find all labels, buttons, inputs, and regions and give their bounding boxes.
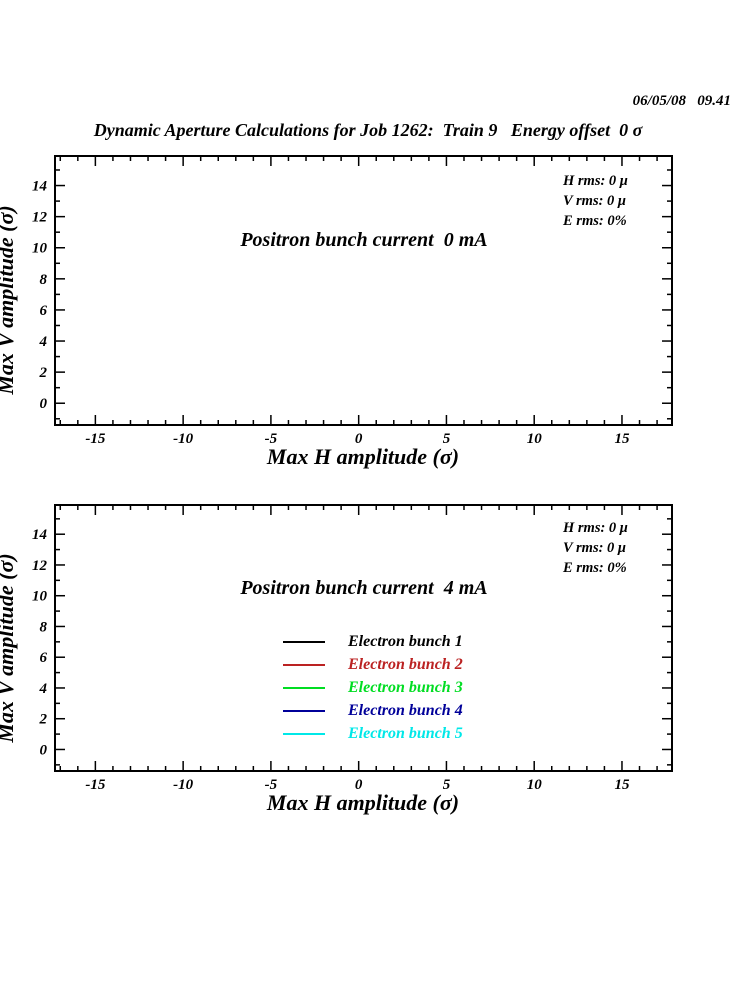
bunch-current-annotation-bottom: Positron bunch current 4 mA — [240, 577, 488, 599]
y-tick-label: 2 — [39, 365, 48, 381]
legend-line-swatch — [283, 709, 325, 712]
x-tick-label: -10 — [173, 777, 193, 793]
x-tick-label: 0 — [355, 431, 363, 447]
y-tick-label: 14 — [32, 179, 48, 195]
x-tick-label: 0 — [355, 777, 363, 793]
x-tick-label: 10 — [527, 777, 543, 793]
plot-frame — [54, 155, 673, 426]
rms-block-bottom: H rms: 0 μ V rms: 0 μ E rms: 0% — [563, 518, 628, 578]
e-rms-value: E rms: 0% — [563, 560, 627, 576]
y-tick-label: 4 — [39, 334, 48, 350]
x-tick-label: 15 — [614, 431, 630, 447]
x-tick-label: -15 — [85, 777, 105, 793]
x-tick-label: 10 — [527, 431, 543, 447]
y-tick-label: 10 — [32, 241, 48, 257]
legend-label: Electron bunch 5 — [348, 724, 463, 742]
y-tick-label: 6 — [40, 303, 48, 319]
v-rms-value: V rms: 0 μ — [563, 193, 626, 209]
bunch-current-annotation-top: Positron bunch current 0 mA — [240, 229, 488, 251]
y-axis-label-bottom: Max V amplitude (σ) — [0, 553, 18, 743]
y-tick-label: 14 — [32, 527, 48, 543]
legend-item: Electron bunch 5 — [283, 722, 463, 745]
y-tick-label: 8 — [40, 619, 48, 635]
v-rms-value: V rms: 0 μ — [563, 540, 626, 556]
legend-item: Electron bunch 3 — [283, 676, 463, 699]
legend-line-swatch — [283, 732, 325, 735]
y-tick-label: 6 — [40, 650, 48, 666]
y-tick-label: 0 — [40, 396, 48, 412]
h-rms-value: H rms: 0 μ — [563, 520, 628, 536]
y-tick-label: 8 — [40, 272, 48, 288]
x-tick-label: -5 — [265, 777, 278, 793]
legend-item: Electron bunch 4 — [283, 699, 463, 722]
legend-line-swatch — [283, 640, 325, 643]
x-tick-label: -10 — [173, 431, 193, 447]
y-axis-label-top: Max V amplitude (σ) — [0, 205, 18, 395]
legend-label: Electron bunch 4 — [348, 701, 463, 719]
y-tick-label: 12 — [32, 210, 48, 226]
x-tick-label: 5 — [443, 431, 451, 447]
y-tick-label: 0 — [40, 742, 48, 758]
legend-item: Electron bunch 2 — [283, 653, 463, 676]
legend-item: Electron bunch 1 — [283, 630, 463, 653]
rms-block-top: H rms: 0 μ V rms: 0 μ E rms: 0% — [563, 171, 628, 231]
legend-label: Electron bunch 1 — [348, 632, 463, 650]
timestamp: 06/05/08 09.41 — [632, 93, 731, 109]
y-tick-label: 10 — [32, 589, 48, 605]
legend-line-swatch — [283, 663, 325, 666]
x-tick-label: -5 — [265, 431, 278, 447]
plot-frame — [54, 504, 673, 772]
legend-line-swatch — [283, 686, 325, 689]
y-tick-label: 2 — [39, 712, 48, 728]
y-tick-label: 4 — [39, 681, 48, 697]
legend-label: Electron bunch 3 — [348, 678, 463, 696]
x-axis-label-bottom: Max H amplitude (σ) — [266, 790, 460, 815]
page-title: Dynamic Aperture Calculations for Job 12… — [93, 120, 643, 140]
legend-label: Electron bunch 2 — [348, 655, 463, 673]
h-rms-value: H rms: 0 μ — [563, 173, 628, 189]
x-tick-label: 15 — [614, 777, 630, 793]
e-rms-value: E rms: 0% — [563, 213, 627, 229]
x-tick-label: -15 — [85, 431, 105, 447]
x-tick-label: 5 — [443, 777, 451, 793]
y-tick-label: 12 — [32, 558, 48, 574]
legend: Electron bunch 1 Electron bunch 2 Electron… — [283, 630, 463, 745]
x-axis-label-top: Max H amplitude (σ) — [266, 444, 460, 469]
